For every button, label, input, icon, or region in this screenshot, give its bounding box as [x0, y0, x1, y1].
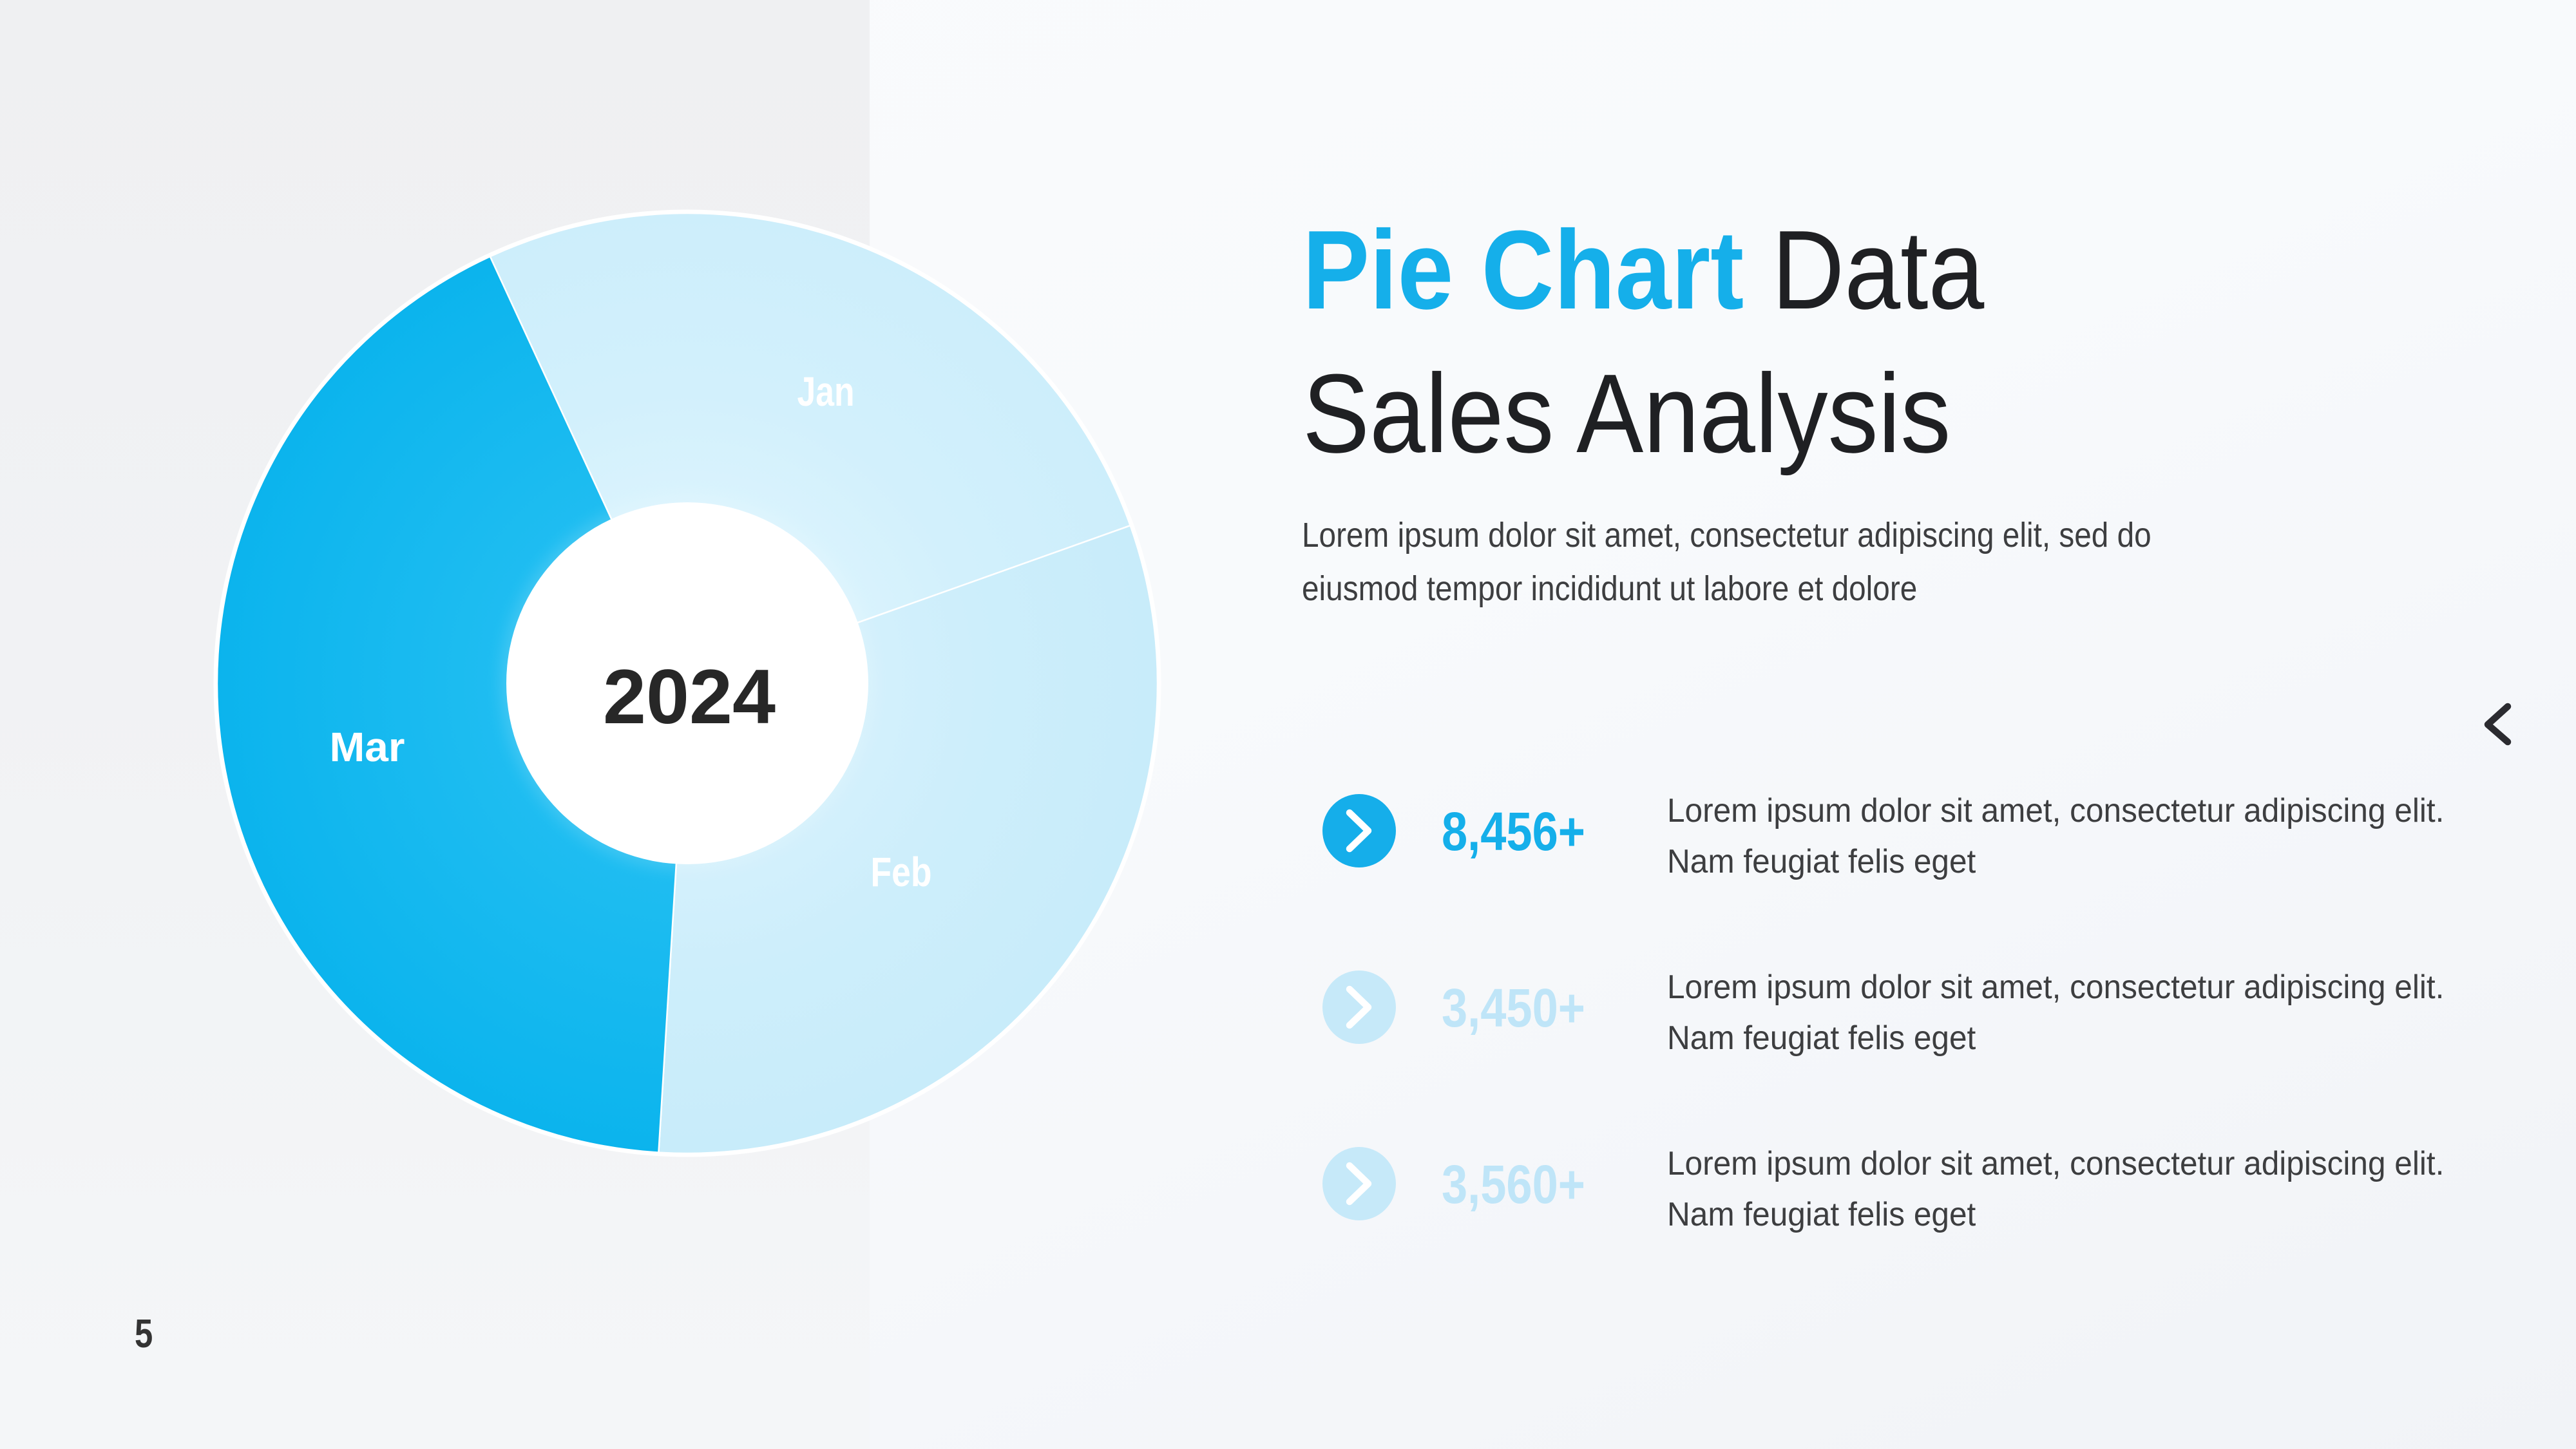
svg-text:Mar: Mar [330, 724, 405, 770]
svg-text:2024: 2024 [603, 654, 776, 740]
svg-text:Feb: Feb [871, 849, 932, 895]
svg-text:Jan: Jan [797, 368, 855, 415]
